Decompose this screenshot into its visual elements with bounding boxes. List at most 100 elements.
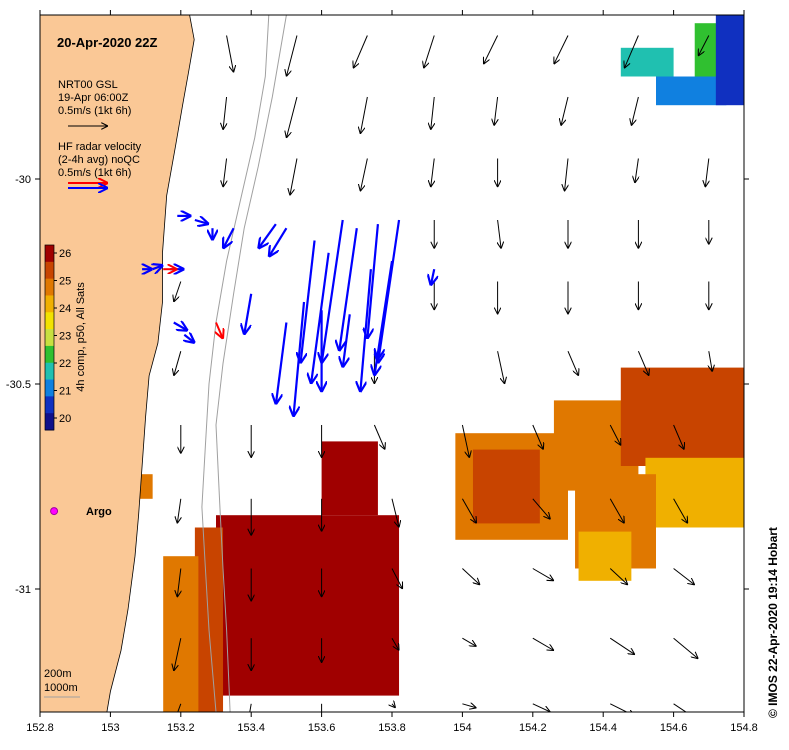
- y-tick-label: -30: [15, 174, 31, 186]
- sea-surface-temperature-field: [64, 15, 744, 712]
- radar-vector: [194, 220, 209, 224]
- colorbar-frame: [44, 244, 55, 431]
- radar-vector-flagged: [216, 322, 223, 339]
- model-vector: [353, 35, 368, 69]
- sst-block: [321, 441, 378, 516]
- radar-vector: [276, 322, 288, 405]
- sst-block: [715, 15, 744, 106]
- model-vector: [286, 96, 298, 138]
- model-vector: [461, 424, 469, 458]
- argo-float: [50, 507, 59, 516]
- y-tick-label: -30.5: [6, 379, 31, 391]
- model-vector: [391, 498, 399, 528]
- model-vector: [494, 96, 498, 126]
- map-title: 20-Apr-2020 22Z: [57, 35, 157, 50]
- model-vector: [462, 704, 476, 708]
- isobath-legend: 200m 1000m: [44, 668, 80, 698]
- isobath-1000m: [215, 15, 287, 712]
- model-vector: [609, 498, 624, 524]
- model-velocity-vectors: [170, 35, 712, 712]
- sst-block: [620, 47, 674, 77]
- radar-vector: [343, 314, 351, 367]
- isobath-label-1000m: 1000m: [44, 682, 78, 694]
- model-vector: [561, 96, 569, 126]
- colorbar-tick-label: 26: [59, 248, 71, 260]
- model-vector: [497, 351, 505, 384]
- model-legend: NRT00 GSL 19-Apr 06:00Z 0.5m/s (1kt 6h): [58, 79, 131, 126]
- coastline-land: [40, 15, 195, 712]
- model-vector: [391, 568, 403, 590]
- radar-vector: [378, 310, 387, 359]
- colorbar-swatch: [45, 312, 54, 330]
- isobath-200m: [201, 15, 270, 712]
- radar-vector: [431, 268, 435, 285]
- model-vector: [177, 568, 181, 598]
- model-vector: [610, 703, 635, 712]
- model-legend-name: NRT00 GSL: [58, 79, 118, 91]
- colorbar-swatch: [45, 245, 54, 263]
- model-vector: [391, 637, 399, 650]
- model-vector: [609, 568, 628, 585]
- model-vector: [673, 568, 695, 585]
- model-vector: [462, 637, 476, 646]
- sst-block: [216, 515, 400, 696]
- colorbar-swatch: [45, 396, 54, 414]
- x-tick-label: 154.8: [730, 722, 758, 734]
- sst-colorbar: 26 25 24 23 22 21 20 4h comp, p50, All Sats: [44, 244, 87, 431]
- argo-label: Argo: [86, 506, 112, 518]
- model-vector: [249, 703, 252, 712]
- radar-vector: [153, 265, 164, 269]
- model-vector: [554, 35, 569, 65]
- radar-vector: [322, 219, 344, 364]
- isobath-label-200m: 200m: [44, 668, 72, 680]
- radar-vector: [360, 269, 372, 392]
- colorbar-swatch: [45, 379, 54, 397]
- model-vector: [431, 96, 435, 130]
- model-vector: [631, 96, 639, 126]
- colorbar-tick-label: 24: [59, 303, 71, 315]
- colorbar-tick-label: 20: [59, 413, 71, 425]
- model-vector: [532, 637, 554, 650]
- y-tick-label: -31: [15, 584, 31, 596]
- model-vector: [373, 424, 385, 450]
- colorbar-swatch: [45, 261, 54, 280]
- radar-vector: [184, 335, 195, 343]
- model-vector: [532, 424, 544, 450]
- model-vector: [290, 158, 298, 196]
- radar-vector: [258, 223, 277, 249]
- model-vector: [673, 703, 687, 712]
- model-vector: [532, 703, 551, 712]
- model-legend-time: 19-Apr 06:00Z: [58, 92, 129, 104]
- x-tick-label: 153: [101, 722, 119, 734]
- model-vector: [609, 637, 635, 654]
- x-tick-label: 154: [453, 722, 471, 734]
- model-vector: [532, 498, 551, 520]
- model-vector: [177, 703, 182, 712]
- radar-legend-scale: 0.5m/s (1kt 6h): [58, 167, 131, 179]
- model-vector: [567, 351, 579, 376]
- model-vector: [637, 351, 649, 376]
- colorbar-tick-label: 21: [59, 386, 71, 398]
- x-tick-label: 153.4: [237, 722, 265, 734]
- radar-vector: [269, 227, 288, 257]
- x-tick-label: 153.6: [308, 722, 336, 734]
- colorbar-swatch: [45, 295, 54, 313]
- sst-block: [163, 556, 199, 712]
- imos-credit: © IMOS 22-Apr-2020 19:14 Hobart: [766, 527, 780, 718]
- colorbar-tick-label: 25: [59, 276, 71, 288]
- colorbar-swatch: [45, 345, 54, 364]
- model-vector: [360, 158, 368, 192]
- model-vector: [484, 35, 499, 65]
- colorbar-label: 4h comp, p50, All Sats: [75, 282, 87, 392]
- x-axis: 152.8 153 153.2 153.4 153.6 153.8 154 154.2 154.…: [26, 10, 758, 734]
- model-vector: [673, 424, 685, 450]
- model-vector: [698, 35, 710, 57]
- x-tick-label: 153.8: [378, 722, 406, 734]
- radar-vector: [311, 252, 330, 384]
- radar-vector: [223, 227, 235, 249]
- hf-radar-velocity-vectors: [142, 216, 434, 417]
- model-vector: [673, 498, 688, 524]
- model-vector: [498, 219, 502, 249]
- model-vector: [705, 158, 709, 188]
